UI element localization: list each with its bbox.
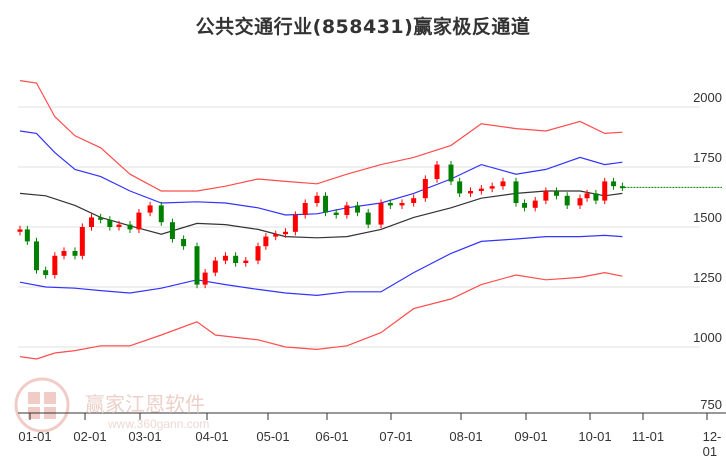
x-tick-label: 05-01: [256, 429, 290, 444]
x-tick-label: 12-01: [702, 429, 722, 459]
watermark-logo-icon: [14, 377, 70, 433]
candle: [365, 212, 371, 225]
candle: [158, 205, 164, 223]
x-tick-label: 10-01: [578, 429, 612, 444]
candle: [43, 270, 49, 275]
candle: [344, 205, 350, 215]
candle: [292, 215, 298, 232]
inner_lower-line: [19, 234, 623, 297]
y-tick-label: 1250: [693, 270, 722, 285]
x-tick-label: 09-01: [514, 429, 548, 444]
x-tick-label: 08-01: [449, 429, 483, 444]
candlesticks: [17, 161, 722, 289]
candle: [478, 188, 484, 191]
candle: [61, 251, 67, 256]
candle: [584, 193, 590, 199]
y-tick-label: 2000: [693, 90, 722, 105]
watermark-url: www.360gann.com: [108, 417, 210, 431]
candle: [222, 255, 228, 261]
candle: [457, 181, 463, 194]
candle: [543, 191, 549, 201]
candle: [302, 203, 308, 215]
candle: [52, 255, 58, 275]
candle: [564, 195, 570, 206]
candle: [72, 251, 78, 256]
x-tick-label: 04-01: [195, 429, 229, 444]
candle: [98, 217, 104, 220]
candle: [212, 260, 218, 273]
outer_upper-line: [19, 80, 623, 192]
candle: [273, 234, 279, 237]
candle: [169, 222, 175, 239]
candle: [577, 198, 583, 206]
candle: [355, 205, 361, 213]
x-tick-label: 03-01: [128, 429, 162, 444]
candle: [127, 224, 133, 230]
candle: [532, 200, 538, 208]
candle: [522, 203, 528, 208]
y-tick-label: 1500: [693, 210, 722, 225]
x-tick-label: 06-01: [315, 429, 349, 444]
candle: [17, 229, 23, 232]
x-tick-label: 07-01: [379, 429, 413, 444]
candle: [323, 195, 329, 213]
candle: [79, 227, 85, 256]
candle: [489, 186, 495, 189]
candle: [378, 203, 384, 225]
candle: [263, 236, 269, 247]
candle: [314, 195, 320, 203]
candle: [147, 205, 153, 213]
middle-line: [19, 190, 623, 239]
x-tick-label: 01-01: [18, 429, 52, 444]
candle: [116, 224, 122, 227]
candle: [24, 229, 30, 242]
outer_lower-line: [19, 271, 623, 360]
channel-bands: [19, 80, 623, 360]
candle: [181, 239, 187, 247]
candle: [500, 181, 506, 187]
candle: [136, 212, 142, 230]
candle: [333, 212, 339, 215]
candle: [422, 179, 428, 199]
y-tick-label: 750: [700, 397, 722, 412]
y-tick-label: 1000: [693, 330, 722, 345]
candle: [194, 246, 200, 285]
gridlines: [18, 106, 700, 348]
candle: [243, 260, 249, 263]
candle: [283, 231, 289, 235]
y-tick-label: 1750: [693, 150, 722, 165]
candle: [34, 241, 39, 271]
candle: [107, 219, 113, 227]
candle: [387, 203, 393, 206]
x-tick-label: 11-01: [631, 429, 665, 444]
candle: [602, 181, 608, 201]
candle: [233, 255, 239, 263]
x-axis: [18, 412, 726, 420]
candle: [89, 217, 94, 227]
x-tick-label: 02-01: [73, 429, 107, 444]
chart-title: 公共交通行业(858431)赢家极反通道: [195, 16, 531, 38]
watermark-brand: 赢家江恩软件: [85, 392, 205, 416]
candle: [468, 191, 473, 194]
candle: [434, 164, 440, 179]
candle: [611, 181, 617, 187]
candle: [513, 181, 519, 203]
candle: [593, 193, 599, 201]
candle: [411, 198, 417, 203]
candle: [255, 246, 261, 261]
candle: [554, 191, 560, 196]
candle: [399, 203, 405, 206]
candle: [619, 186, 625, 189]
candle: [448, 164, 454, 182]
candle: [202, 272, 208, 285]
inner_upper-line: [19, 130, 623, 216]
